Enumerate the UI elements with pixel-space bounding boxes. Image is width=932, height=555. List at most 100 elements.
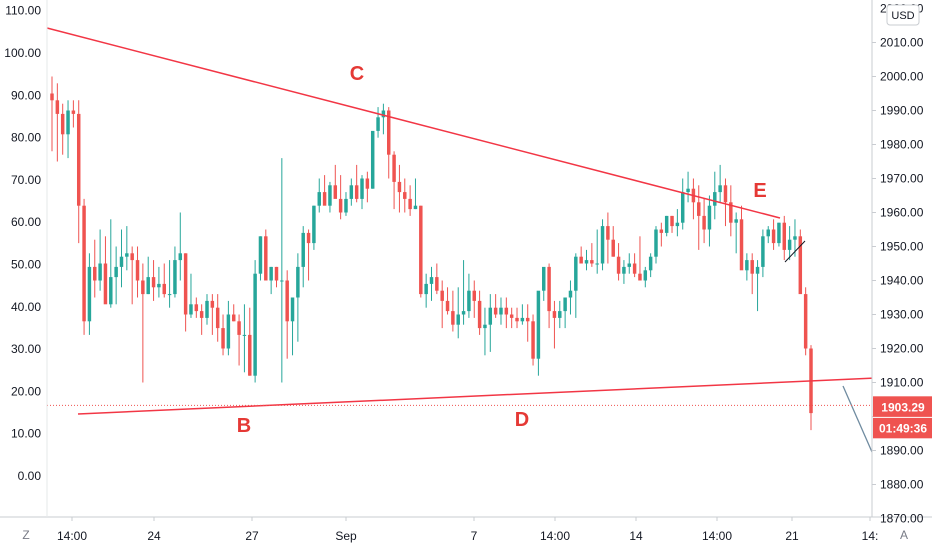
candle [761, 229, 765, 278]
candle-body [167, 294, 172, 296]
candle [60, 103, 65, 155]
candle [504, 297, 509, 329]
candle [579, 246, 583, 264]
candle-body [606, 226, 610, 240]
candle [531, 314, 535, 366]
candle-body [627, 263, 632, 267]
right-axis-tick-label: 1880.00 [880, 478, 924, 492]
candle [221, 314, 225, 356]
time-scale: 14:00 24 27 Sep 7 14:00 14 14:00 21 14: [57, 517, 878, 543]
candle [445, 287, 450, 315]
candle-body [296, 266, 300, 298]
candle [729, 185, 733, 237]
right-axis-tick-label: 1930.00 [880, 308, 924, 322]
candle [590, 243, 594, 267]
candle-body [66, 110, 70, 135]
candle [793, 219, 797, 257]
candle [461, 260, 466, 325]
right-axis-tick-label: 2010.00 [880, 36, 924, 50]
pattern-point-label[interactable]: D [515, 409, 529, 431]
time-axis-tick-label: 7 [471, 529, 478, 543]
candle-body [509, 314, 514, 318]
candle-body [301, 232, 305, 267]
candle [103, 236, 108, 305]
time-axis-tick-label: 27 [245, 529, 259, 543]
candle [766, 226, 770, 244]
candle [456, 287, 460, 339]
candle-body [568, 290, 573, 298]
candle [563, 297, 567, 329]
candle [568, 280, 573, 315]
pattern-point-label[interactable]: B [237, 415, 251, 437]
candle [199, 304, 204, 335]
candle [675, 209, 680, 237]
drawn-segment[interactable] [784, 240, 806, 263]
right-axis-tick-label: 1940.00 [880, 274, 924, 288]
auto-scale-button[interactable]: A [894, 525, 914, 543]
candle-body [803, 294, 808, 349]
candle [627, 253, 632, 274]
candle [600, 219, 605, 271]
candle-body [477, 300, 482, 329]
candle [387, 107, 391, 179]
candle-body [558, 311, 562, 318]
candle [803, 287, 808, 356]
candle-body [408, 198, 412, 210]
candle [632, 253, 637, 278]
candle-body [237, 321, 241, 335]
left-axis-tick-label: 90.00 [11, 88, 41, 102]
upper-trendline[interactable] [46, 27, 781, 219]
candle-body [595, 263, 599, 265]
candle-body [162, 283, 166, 295]
candle [413, 178, 418, 210]
candle-body [547, 266, 551, 312]
candle [584, 249, 589, 271]
currency-badge[interactable]: USD [886, 4, 920, 26]
candle-body [344, 198, 348, 213]
candle-body [686, 188, 690, 193]
left-axis-tick-label: 70.00 [11, 173, 41, 187]
candle-body [654, 229, 658, 257]
candle-body [435, 277, 439, 291]
candle-body [76, 113, 81, 206]
candle [771, 219, 776, 250]
candle [93, 239, 97, 298]
candle-body [50, 93, 54, 101]
pattern-point-label[interactable]: C [350, 63, 364, 85]
candle-body [771, 229, 776, 244]
candle [130, 246, 134, 305]
candle [125, 226, 129, 271]
candle-body [504, 307, 509, 315]
candle [189, 273, 193, 318]
lower-trendline[interactable] [77, 377, 877, 415]
candle-body [93, 266, 97, 281]
candle-body [360, 178, 364, 199]
candle [242, 304, 247, 373]
candle-body [456, 314, 460, 325]
candle-body [151, 277, 156, 288]
candle-body [392, 154, 396, 182]
zoom-icon: Z [22, 528, 29, 542]
candle [493, 294, 498, 318]
candle [349, 178, 354, 206]
candle-body [221, 328, 225, 349]
candle-body [141, 280, 145, 295]
candle [301, 226, 305, 288]
candle-body [328, 185, 332, 206]
zoom-button[interactable]: Z [17, 525, 35, 543]
candle-body [488, 307, 493, 325]
candle [734, 212, 738, 254]
candle-body [199, 311, 204, 318]
candle [173, 246, 177, 298]
time-axis[interactable] [0, 517, 932, 550]
candle [536, 290, 541, 376]
pattern-point-label[interactable]: E [753, 180, 766, 202]
projection-line[interactable] [842, 385, 873, 453]
candle-body [611, 239, 615, 257]
candle [317, 178, 321, 213]
time-axis-tick-label: 14:00 [702, 529, 732, 543]
candle [606, 212, 610, 264]
candle-body [258, 236, 263, 274]
